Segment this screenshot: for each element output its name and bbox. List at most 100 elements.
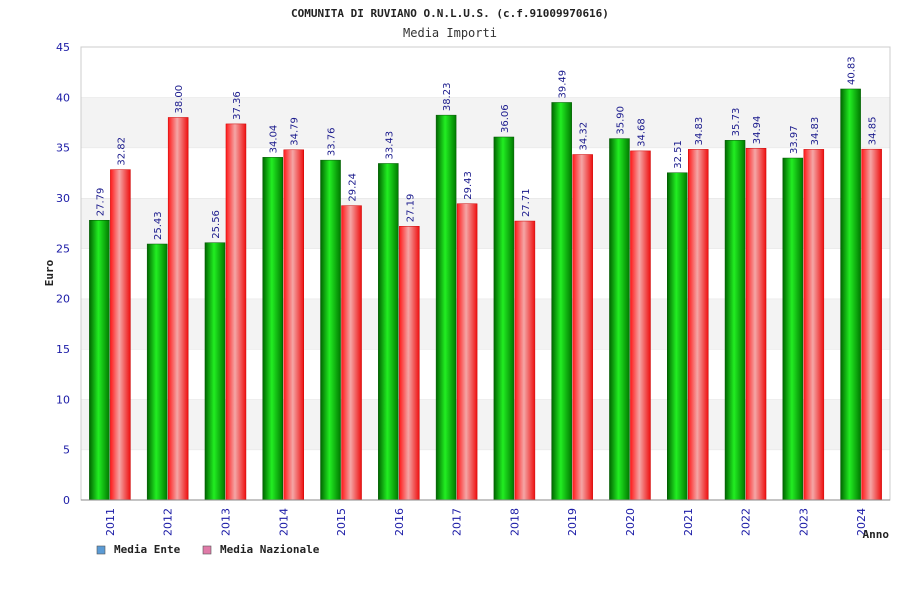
- grid-band: [81, 399, 890, 450]
- x-tick-label: 2021: [682, 508, 695, 536]
- data-label: 37.36: [232, 91, 243, 120]
- bar-media-ente-2012: [146, 243, 168, 501]
- data-label: 36.06: [500, 104, 511, 133]
- bar-media-nazionale-2017: [456, 203, 478, 501]
- bar-media-nazionale-2014: [283, 149, 304, 501]
- chart-title: COMUNITA DI RUVIANO O.N.L.U.S. (c.f.9100…: [291, 7, 609, 20]
- y-tick-label: 25: [56, 242, 70, 255]
- bar-media-nazionale-2012: [167, 117, 189, 501]
- data-label: 25.43: [153, 211, 164, 240]
- bar-media-ente-2015: [320, 159, 341, 501]
- bar-media-ente-2023: [782, 157, 804, 501]
- bar-media-nazionale-2011: [110, 169, 131, 501]
- data-label: 27.71: [521, 188, 532, 217]
- grid-band: [81, 97, 890, 148]
- y-tick-label: 40: [56, 91, 70, 104]
- grid-band: [81, 449, 890, 500]
- x-tick-label: 2017: [451, 508, 464, 536]
- bar-media-ente-2020: [609, 138, 630, 501]
- grid-band: [81, 47, 890, 98]
- data-label: 35.90: [615, 106, 626, 135]
- data-label: 34.79: [290, 117, 301, 146]
- data-label: 27.79: [95, 188, 106, 217]
- y-tick-label: 0: [63, 494, 70, 507]
- y-tick-label: 15: [56, 343, 70, 356]
- bar-media-ente-2019: [551, 102, 572, 501]
- x-tick-label: 2022: [740, 508, 753, 536]
- grid-bands: [81, 46, 890, 500]
- bar-media-ente-2018: [493, 136, 515, 501]
- bar-media-nazionale-2015: [341, 205, 362, 501]
- data-label: 34.04: [269, 125, 280, 154]
- grid-band: [81, 298, 890, 349]
- bar-media-ente-2022: [724, 140, 746, 501]
- legend-swatch-media-ente: [96, 545, 106, 555]
- data-label: 34.83: [694, 117, 705, 146]
- x-tick-label: 2015: [335, 508, 348, 536]
- x-tick-label: 2020: [624, 508, 637, 536]
- bar-media-nazionale-2013: [225, 123, 247, 501]
- data-label: 32.51: [673, 140, 684, 169]
- x-tick-label: 2024: [855, 508, 868, 536]
- data-label: 25.56: [211, 210, 222, 239]
- grid-band: [81, 198, 890, 249]
- grid-band: [81, 248, 890, 299]
- legend-swatch-media-nazionale: [202, 545, 212, 555]
- y-axis-label: Euro: [43, 259, 56, 286]
- data-label: 39.49: [558, 70, 569, 99]
- chart-subtitle: Media Importi: [403, 26, 497, 40]
- y-tick-label: 45: [56, 41, 70, 54]
- bar-media-nazionale-2023: [803, 149, 825, 501]
- bar-media-nazionale-2019: [572, 154, 593, 501]
- legend-label-media-ente: Media Ente: [114, 543, 181, 556]
- bar-media-nazionale-2021: [688, 149, 709, 501]
- data-label: 35.73: [731, 108, 742, 137]
- data-label: 33.76: [327, 128, 338, 157]
- grid-band: [81, 147, 890, 198]
- x-tick-label: 2013: [219, 508, 232, 536]
- data-label: 38.00: [174, 85, 185, 114]
- bar-media-ente-2013: [204, 242, 226, 501]
- data-label: 34.85: [868, 117, 879, 146]
- grid-band: [81, 349, 890, 400]
- data-label: 38.23: [442, 83, 453, 112]
- bar-media-ente-2024: [840, 88, 861, 501]
- data-label: 40.83: [847, 56, 858, 85]
- data-label: 29.24: [348, 173, 359, 202]
- y-tick-label: 10: [56, 393, 70, 406]
- y-tick-label: 5: [63, 444, 70, 457]
- data-label: 34.83: [810, 117, 821, 146]
- legend: Media Ente Media Nazionale: [96, 543, 320, 556]
- bar-media-ente-2011: [89, 219, 110, 501]
- data-label: 33.43: [384, 131, 395, 160]
- bar-media-nazionale-2022: [745, 148, 767, 501]
- data-label: 34.68: [636, 118, 647, 147]
- bars: 27.79 32.82 25.43 38.00 25.56 37.36 34.04 34.79…: [89, 56, 882, 501]
- x-tick-label: 2012: [162, 508, 175, 536]
- y-tick-label: 30: [56, 192, 70, 205]
- x-tick-label: 2011: [104, 508, 117, 536]
- bar-media-ente-2021: [667, 172, 688, 501]
- bar-media-ente-2016: [378, 163, 399, 501]
- data-label: 32.82: [116, 137, 127, 166]
- bar-media-nazionale-2024: [861, 148, 882, 501]
- x-tick-label: 2014: [277, 508, 290, 536]
- data-label: 33.97: [789, 125, 800, 154]
- y-tick-label: 20: [56, 293, 70, 306]
- x-tick-label: 2019: [566, 508, 579, 536]
- x-tick-label: 2016: [393, 508, 406, 536]
- y-axis-ticks: 0 5 10 15 20 25 30 35 40 45: [56, 41, 70, 507]
- bar-media-nazionale-2016: [399, 226, 420, 501]
- bar-media-ente-2014: [262, 157, 283, 501]
- bar-media-ente-2017: [435, 114, 457, 501]
- data-label: 34.94: [752, 116, 763, 145]
- data-label: 29.43: [463, 171, 474, 200]
- bar-media-nazionale-2018: [514, 220, 536, 501]
- x-axis-label: Anno: [863, 528, 890, 541]
- bar-media-nazionale-2020: [630, 150, 651, 501]
- x-tick-label: 2018: [508, 508, 521, 536]
- legend-label-media-nazionale: Media Nazionale: [220, 543, 320, 556]
- x-axis-ticks: 2011 2012 2013 2014 2015 2016 2017 2018 2019 2020…: [104, 508, 868, 536]
- data-label: 27.19: [405, 194, 416, 223]
